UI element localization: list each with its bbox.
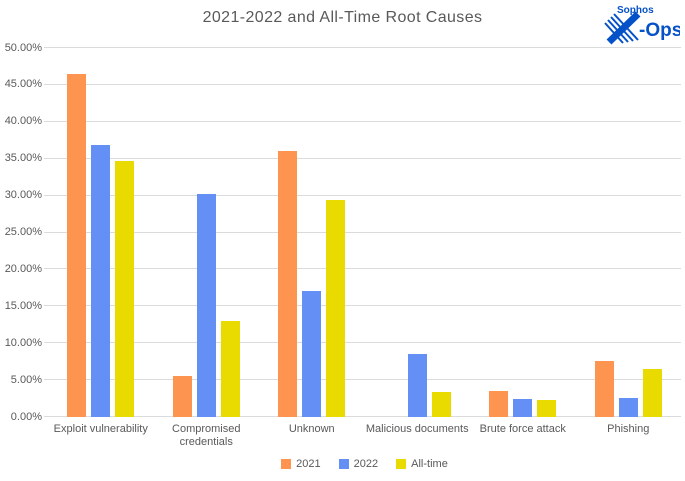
bar-2022 [196, 194, 216, 417]
legend-swatch-2021 [281, 459, 292, 469]
bar-group [576, 48, 682, 417]
gridline [44, 268, 681, 270]
y-axis-tick-label: 15.00% [4, 299, 42, 312]
bar-groups [48, 48, 681, 417]
sophos-brand-text: Sophos [617, 5, 654, 16]
bar-2021 [67, 73, 87, 417]
category-label-text: Phishing [607, 423, 650, 435]
bar-all-time [115, 160, 135, 417]
gridline [44, 157, 681, 159]
gridline [44, 231, 681, 233]
bar-2021 [278, 151, 298, 417]
bar-all-time [642, 369, 662, 417]
y-axis-tick-label: 30.00% [4, 189, 42, 202]
gridline [44, 305, 681, 307]
xops-logo-svg: Sophos -Ops [604, 5, 682, 45]
y-axis-tick-label: 45.00% [4, 78, 42, 91]
legend-item: All-time [396, 458, 448, 470]
category-label: Brute force attack [470, 423, 576, 449]
legend: 2021 2022 All-time [48, 458, 681, 470]
y-axis-tick-label: 25.00% [4, 226, 42, 238]
bar-2021 [489, 391, 509, 417]
legend-swatch-all-time [396, 459, 407, 469]
y-axis-tick-label: 50.00% [4, 41, 42, 54]
y-axis-labels: 0.00% 5.00% 10.00% 15.00% 20.00% 25.00% 30.00%… [0, 42, 42, 423]
plot-area [44, 47, 681, 417]
gridline [44, 194, 681, 196]
bar-2022 [618, 397, 638, 417]
bar-all-time [431, 391, 451, 417]
gridline [44, 47, 681, 48]
bar-2022 [91, 144, 111, 417]
bar-2021 [172, 376, 192, 417]
y-axis-tick-label: 40.00% [4, 115, 42, 128]
category-label: Phishing [576, 423, 682, 449]
sophos-xops-logo: Sophos -Ops [604, 3, 682, 45]
bar-2022 [407, 354, 427, 417]
category-label-text: Unknown [288, 423, 335, 435]
category-label: Malicious documents [365, 423, 471, 449]
bar-group [154, 48, 260, 417]
bar-group [470, 48, 576, 417]
category-label-text: Exploit vulnerability [53, 423, 148, 435]
bar-all-time [537, 400, 557, 417]
category-label-text: Compromised credentials [172, 423, 241, 448]
x-axis-labels: Exploit vulnerability Compromised credent… [48, 423, 681, 449]
bar-group [365, 48, 471, 417]
y-axis-tick-label: 10.00% [4, 336, 42, 349]
legend-item: 2021 [281, 458, 321, 470]
category-label-text: Brute force attack [479, 423, 566, 435]
ops-text: -Ops [639, 20, 680, 41]
y-axis-tick-label: 5.00% [10, 373, 42, 386]
bar-group [48, 48, 154, 417]
legend-label: 2021 [296, 458, 321, 470]
category-label: Exploit vulnerability [48, 423, 154, 449]
legend-label: 2022 [353, 458, 379, 470]
gridline [44, 416, 681, 417]
bar-all-time [220, 321, 240, 417]
gridline [44, 120, 681, 122]
bar-2022 [513, 398, 533, 417]
category-label-text: Malicious documents [365, 423, 469, 435]
chart-title: 2021-2022 and All-Time Root Causes [202, 9, 483, 26]
y-axis-tick-label: 20.00% [4, 262, 42, 275]
legend-item: 2022 [338, 458, 379, 470]
bar-group [259, 48, 365, 417]
bar-2021 [594, 360, 614, 417]
gridline [44, 379, 681, 381]
xops-x-icon [604, 11, 641, 45]
gridline [44, 342, 681, 344]
bar-2022 [302, 290, 322, 417]
legend-swatch-2022 [338, 459, 349, 469]
bar-all-time [326, 200, 346, 417]
y-axis-tick-label: 0.00% [10, 410, 42, 423]
y-axis-tick-label: 35.00% [4, 152, 42, 165]
legend-label: All-time [411, 458, 448, 470]
category-label: Compromised credentials [154, 423, 260, 449]
category-label: Unknown [259, 423, 365, 449]
gridline [44, 83, 681, 85]
